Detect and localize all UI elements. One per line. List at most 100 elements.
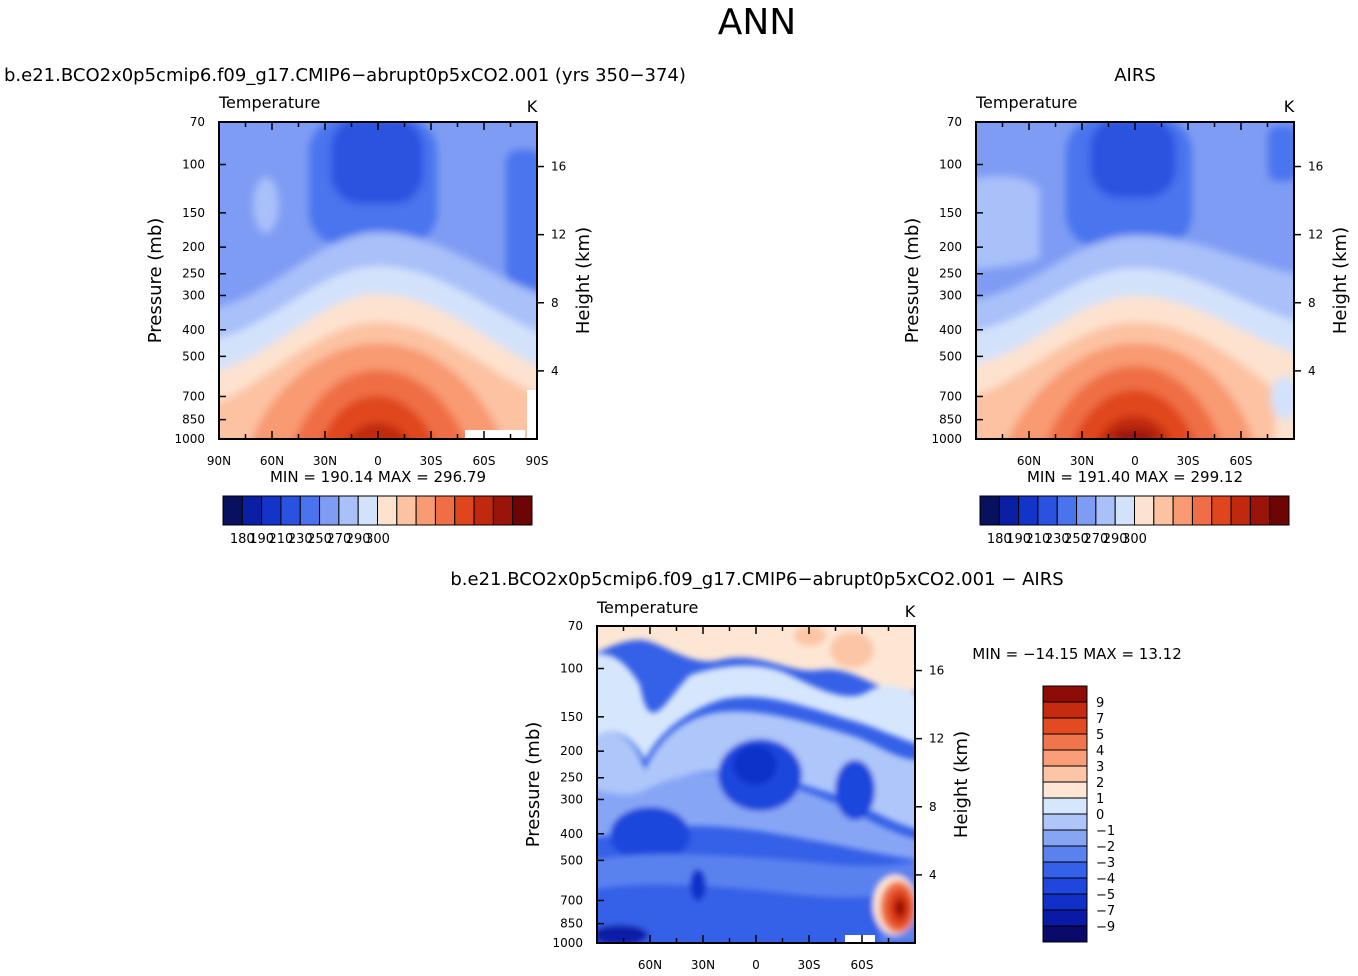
colorbar-swatch	[1042, 765, 1088, 783]
pressure-axis-label: Pressure (mb)	[145, 218, 166, 344]
pressure-tick-label: 150	[560, 710, 583, 724]
latitude-tick-label: 90S	[526, 454, 549, 468]
colorbar-swatch	[1056, 495, 1078, 526]
pressure-tick-label: 850	[182, 413, 205, 427]
colorbar-label: 270	[326, 532, 351, 547]
pressure-tick-label: 300	[182, 288, 205, 302]
latitude-tick-label: 60S	[473, 454, 496, 468]
latitude-tick-label: 30N	[691, 958, 715, 972]
panel-model-field	[219, 122, 537, 439]
colorbar-swatch	[434, 495, 456, 526]
panel-model-stats: MIN = 190.14 MAX = 296.79	[270, 468, 486, 486]
colorbar-swatch	[280, 495, 301, 526]
colorbar-label: 210	[1026, 532, 1051, 547]
height-tick-label: 8	[551, 296, 559, 310]
height-tick-label: 12	[1308, 228, 1323, 242]
pressure-tick-label: 500	[939, 349, 962, 363]
colorbar-swatch	[1042, 861, 1088, 879]
height-tick-label: 12	[551, 228, 566, 242]
pressure-tick-label: 400	[182, 323, 205, 337]
page-title: ANN	[718, 2, 797, 43]
colorbar-label: −3	[1096, 856, 1115, 871]
pressure-tick-label: 1000	[174, 432, 205, 446]
panel-obs: AIRS Temperature K 70 100 150 200	[902, 65, 1351, 547]
colorbar-swatch	[998, 495, 1020, 526]
latitude-tick-label: 60N	[638, 958, 662, 972]
latitude-tick-label: 90N	[207, 454, 231, 468]
colorbar-swatch	[1018, 495, 1039, 526]
panel-obs-field	[976, 122, 1294, 439]
colorbar-swatch	[1042, 925, 1088, 943]
height-tick-label: 4	[1308, 364, 1316, 378]
colorbar-label: 5	[1096, 728, 1104, 743]
colorbar-swatch	[1042, 701, 1088, 719]
panel-diff: b.e21.BCO2x0p5cmip6.f09_g17.CMIP6−abrupt…	[450, 569, 1181, 972]
colorbar-label: 4	[1096, 744, 1104, 759]
colorbar-label: 250	[1064, 532, 1089, 547]
colorbar-swatch	[1042, 797, 1088, 815]
colorbar-label: 190	[1006, 532, 1031, 547]
colorbar-swatch	[1114, 495, 1135, 526]
colorbar-label: 290	[346, 532, 371, 547]
colorbar-label: 230	[1045, 532, 1070, 547]
colorbar-swatch	[1172, 495, 1193, 526]
colorbar-swatch	[454, 495, 475, 526]
pressure-tick-label: 250	[939, 267, 962, 281]
panel-model-title: b.e21.BCO2x0p5cmip6.f09_g17.CMIP6−abrupt…	[4, 65, 686, 86]
panel-obs-units: K	[1284, 97, 1295, 116]
height-tick-label: 4	[929, 868, 937, 882]
colorbar-swatch	[1042, 749, 1088, 767]
colorbar-swatch	[979, 495, 1000, 526]
colorbar-swatch	[299, 495, 321, 526]
colorbar-swatch	[377, 495, 398, 526]
pressure-tick-label: 200	[560, 744, 583, 758]
colorbar-swatch	[512, 495, 533, 526]
panel-model-variable: Temperature	[218, 93, 320, 112]
pressure-tick-label: 1000	[552, 936, 583, 950]
colorbar-label: 230	[288, 532, 313, 547]
panel-obs-title: AIRS	[1114, 65, 1156, 86]
pressure-tick-label: 850	[560, 917, 583, 931]
colorbar-swatch	[1269, 495, 1290, 526]
colorbar-swatch	[1042, 733, 1088, 751]
height-tick-label: 4	[551, 364, 559, 378]
colorbar-swatch	[241, 495, 263, 526]
panel-model-axes: 70 100 150 200 250 300 400 500 700 850 1000 16 12 8 4 9…	[145, 115, 594, 468]
colorbar-swatch	[396, 495, 417, 526]
panel-diff-stats: MIN = −14.15 MAX = 13.12	[972, 645, 1182, 663]
latitude-tick-label: 30N	[1070, 454, 1094, 468]
colorbar-swatch	[357, 495, 378, 526]
colorbar-swatch	[1230, 495, 1251, 526]
colorbar-swatch	[1037, 495, 1058, 526]
height-tick-label: 16	[1308, 160, 1323, 174]
height-tick-label: 12	[929, 732, 944, 746]
colorbar-swatch	[473, 495, 494, 526]
colorbar-label: 270	[1083, 532, 1108, 547]
pressure-tick-label: 200	[939, 240, 962, 254]
colorbar-label: 290	[1103, 532, 1128, 547]
height-tick-label: 16	[551, 160, 566, 174]
latitude-tick-label: 60N	[1017, 454, 1041, 468]
panel-obs-stats: MIN = 191.40 MAX = 299.12	[1027, 468, 1243, 486]
panel-model-units: K	[527, 97, 538, 116]
colorbar-swatch	[1042, 813, 1088, 831]
pressure-tick-label: 500	[182, 349, 205, 363]
colorbar-label: 1	[1096, 792, 1104, 807]
colorbar-label: −1	[1096, 824, 1115, 839]
colorbar-swatch	[492, 495, 514, 526]
pressure-tick-label: 700	[939, 389, 962, 403]
colorbar-label: 180	[230, 532, 255, 547]
height-tick-label: 16	[929, 664, 944, 678]
colorbar-label: 300	[365, 532, 390, 547]
latitude-tick-label: 30S	[798, 958, 821, 972]
panel-diff-axes: 70 100 150 200 250 300 400 500 700 850 1000 16 12 8 4 6…	[523, 619, 972, 972]
colorbar-label: 2	[1096, 776, 1104, 791]
colorbar-swatch	[1095, 495, 1116, 526]
latitude-tick-label: 60S	[851, 958, 874, 972]
height-tick-label: 8	[1308, 296, 1316, 310]
latitude-tick-label: 30S	[1177, 454, 1200, 468]
colorbar-swatch	[1042, 893, 1088, 911]
pressure-tick-label: 500	[560, 853, 583, 867]
colorbar-label: 7	[1096, 712, 1104, 727]
